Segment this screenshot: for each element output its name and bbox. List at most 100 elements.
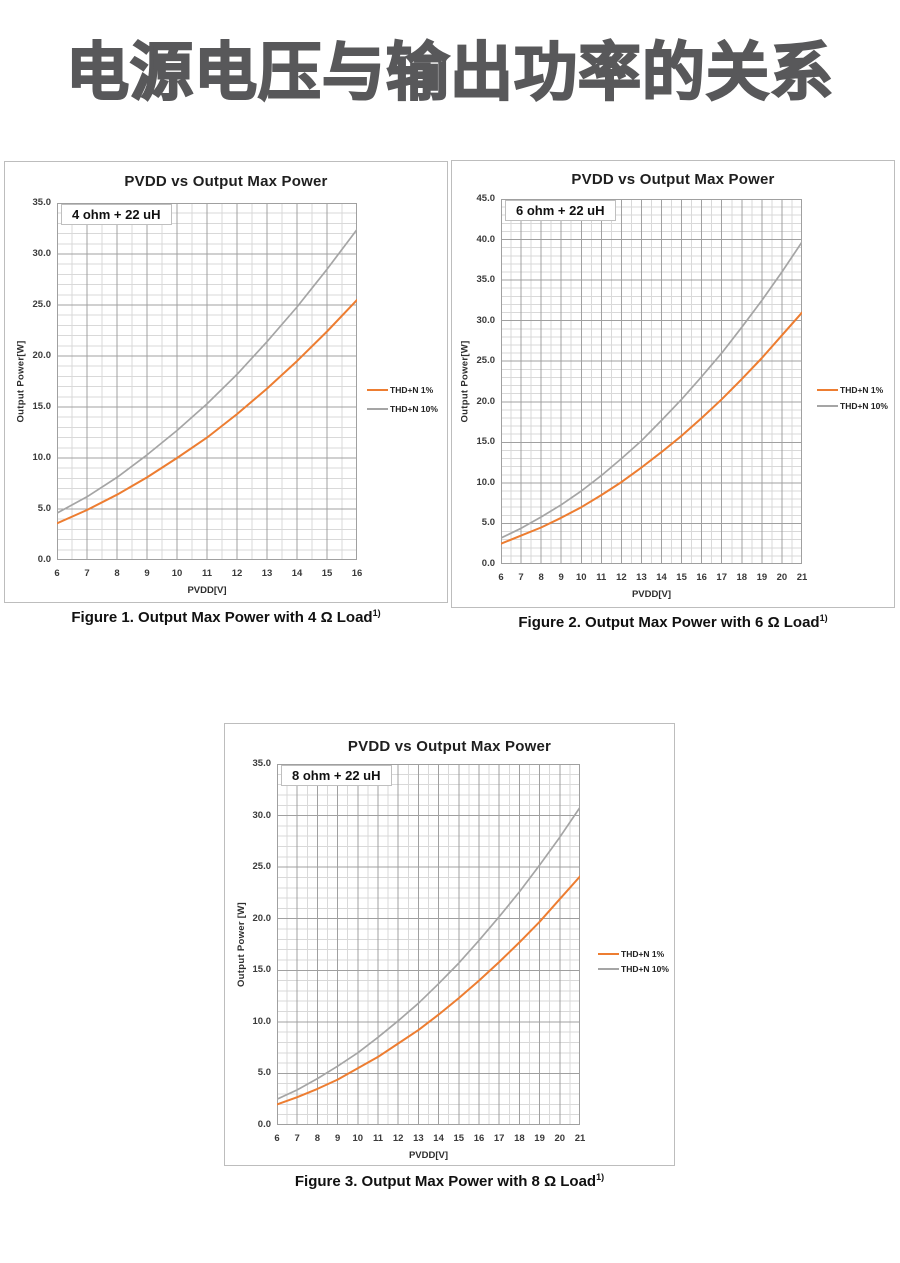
legend-item: THD+N 10% (367, 403, 438, 415)
chart-title: PVDD vs Output Max Power (124, 173, 328, 190)
x-tick-label: 15 (453, 1133, 465, 1144)
x-tick-label: 11 (201, 568, 213, 579)
x-tick-label: 8 (538, 572, 544, 583)
thd10-curve (57, 228, 357, 514)
caption-footnote-marker: 1) (372, 608, 381, 618)
y-tick-label: 30.0 (252, 809, 272, 821)
x-tick-label: 6 (274, 1133, 280, 1144)
legend-label: THD+N 10% (840, 401, 888, 411)
x-axis-label: PVDD[V] (187, 585, 227, 596)
x-tick-label: 6 (498, 572, 504, 583)
x-tick-label: 19 (534, 1133, 545, 1144)
x-tick-label: 16 (473, 1133, 485, 1144)
x-tick-label: 18 (514, 1133, 525, 1144)
plot-area (501, 199, 802, 564)
legend-label: THD+N 1% (621, 949, 665, 959)
x-tick-label: 16 (351, 568, 363, 579)
caption-footnote-marker: 1) (819, 613, 828, 623)
x-tick-label: 17 (716, 572, 727, 583)
x-tick-label: 20 (554, 1133, 566, 1144)
y-axis-label: Output Power[W] (459, 340, 471, 423)
y-tick-label: 20.0 (252, 912, 272, 924)
x-tick-label: 21 (574, 1133, 586, 1144)
y-tick-label: 10.0 (32, 452, 52, 463)
x-tick-label: 11 (372, 1133, 384, 1144)
y-tick-label: 5.0 (257, 1067, 271, 1079)
x-tick-label: 14 (656, 572, 667, 583)
x-tick-label: 12 (231, 568, 243, 579)
caption-footnote-marker: 1) (596, 1172, 605, 1182)
legend-label: THD+N 1% (390, 385, 434, 395)
x-tick-label: 14 (433, 1133, 444, 1144)
load-annotation: 8 ohm + 22 uH (281, 765, 392, 786)
y-tick-label: 0.0 (37, 554, 51, 565)
x-tick-label: 9 (144, 568, 150, 579)
x-tick-label: 20 (776, 572, 788, 583)
legend-item: THD+N 1% (367, 384, 433, 396)
x-tick-label: 19 (756, 572, 768, 583)
x-tick-label: 21 (796, 572, 808, 583)
thd10-curve (277, 806, 580, 1101)
legend-item: THD+N 10% (817, 400, 888, 412)
y-tick-label: 10.0 (476, 476, 496, 488)
thd10-curve (501, 241, 802, 539)
legend-label: THD+N 10% (621, 964, 669, 974)
legend-item: THD+N 1% (598, 948, 664, 960)
x-tick-label: 18 (736, 572, 748, 583)
x-tick-label: 12 (616, 572, 627, 583)
y-tick-label: 30.0 (476, 314, 496, 326)
x-tick-label: 13 (636, 572, 647, 583)
x-tick-label: 13 (413, 1133, 424, 1144)
x-tick-label: 15 (321, 568, 333, 579)
y-tick-label: 15.0 (32, 401, 52, 412)
figure1-caption: Figure 1. Output Max Power with 4 Ω Load… (71, 608, 381, 626)
chart-title: PVDD vs Output Max Power (571, 171, 775, 188)
figure2-caption: Figure 2. Output Max Power with 6 Ω Load… (518, 613, 828, 631)
x-tick-label: 11 (596, 572, 607, 583)
x-tick-label: 13 (261, 568, 273, 579)
figure3-caption: Figure 3. Output Max Power with 8 Ω Load… (294, 1172, 605, 1190)
figure2-chart-panel: PVDD vs Output Max Power Output Power[W]… (451, 160, 895, 608)
legend-item: THD+N 10% (598, 963, 669, 975)
x-tick-label: 12 (392, 1133, 404, 1144)
thd1-curve (501, 311, 802, 545)
y-tick-label: 25.0 (476, 355, 496, 367)
y-tick-label: 25.0 (32, 299, 52, 310)
x-tick-label: 10 (171, 568, 183, 579)
page-title: 电源电压与输出功率的关系 (65, 37, 834, 109)
x-tick-label: 16 (696, 572, 707, 583)
legend-line-sample (367, 389, 388, 391)
x-tick-label: 7 (294, 1133, 300, 1144)
x-tick-label: 10 (352, 1133, 364, 1144)
plot-grid (277, 764, 580, 1125)
y-tick-label: 20.0 (476, 395, 496, 407)
legend-line-sample (598, 953, 619, 955)
plot-grid (57, 203, 357, 560)
figure1-chart-panel: PVDD vs Output Max Power Output Power[W]… (4, 161, 448, 603)
thd1-curve (277, 875, 580, 1106)
x-tick-label: 7 (84, 568, 90, 579)
y-tick-label: 30.0 (32, 248, 52, 259)
legend-label: THD+N 1% (840, 385, 884, 395)
y-tick-label: 20.0 (32, 350, 52, 361)
x-axis-label: PVDD[V] (408, 1150, 449, 1161)
y-tick-label: 35.0 (476, 274, 496, 286)
y-tick-label: 10.0 (252, 1015, 272, 1027)
y-tick-label: 5.0 (481, 517, 495, 529)
legend-line-sample (817, 405, 838, 407)
y-tick-label: 15.0 (252, 964, 272, 976)
legend-item: THD+N 1% (817, 384, 883, 396)
legend-line-sample (367, 408, 388, 410)
plot-area (277, 764, 580, 1125)
x-tick-label: 14 (291, 568, 303, 579)
y-tick-label: 40.0 (476, 233, 496, 245)
y-tick-label: 25.0 (252, 861, 272, 873)
y-tick-label: 35.0 (252, 758, 272, 769)
legend-label: THD+N 10% (390, 404, 438, 414)
x-axis-label: PVDD[V] (631, 589, 672, 600)
y-tick-label: 0.0 (481, 558, 495, 569)
thd1-curve (57, 298, 357, 525)
x-tick-label: 9 (334, 1133, 341, 1144)
load-annotation: 6 ohm + 22 uH (505, 200, 616, 221)
